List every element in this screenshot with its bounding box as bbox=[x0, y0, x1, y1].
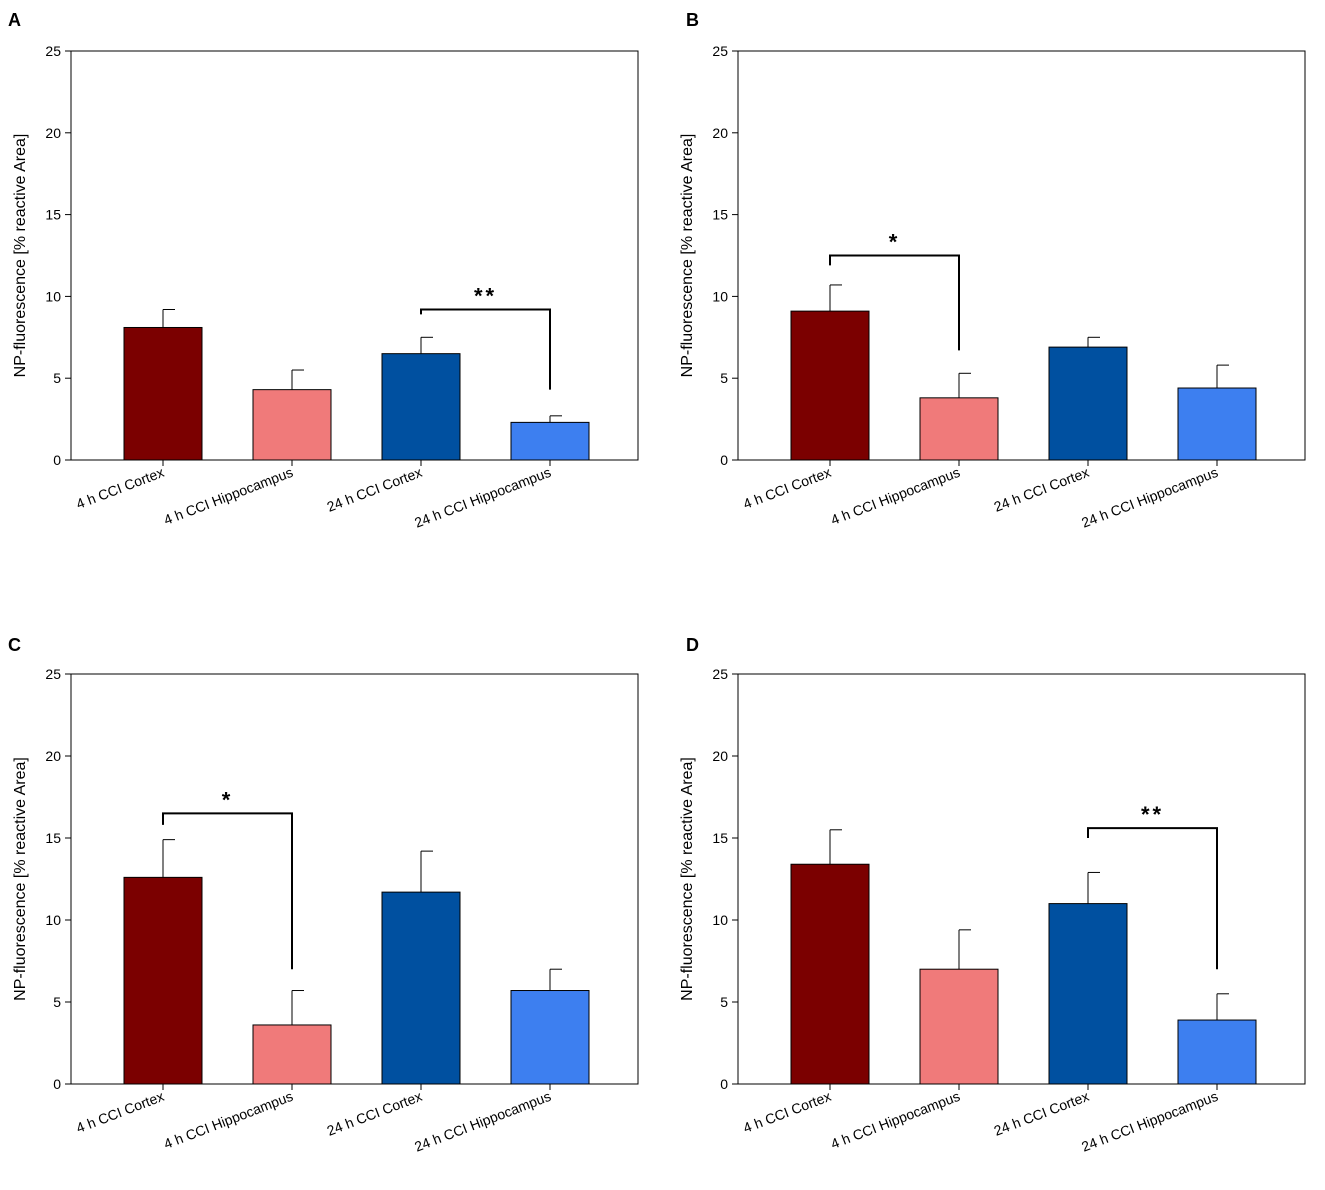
bar bbox=[919, 968, 999, 1085]
y-axis-label: NP-fluorescence [% reactive Area] bbox=[679, 757, 696, 1001]
x-tick-label: 4 h CCI Hippocampus bbox=[828, 464, 962, 528]
x-tick-label: 4 h CCI Cortex bbox=[74, 464, 166, 512]
bar-chart-a: 0 5 10 15 20 25 NP-fluorescence [% reactive Ar… bbox=[12, 43, 639, 531]
x-tick-label: 4 h CCI Cortex bbox=[741, 1088, 833, 1136]
y-tick-label: 10 bbox=[712, 912, 728, 928]
chart-panel-a: A 0 5 10 15 20 25 NP-fluorescence [% reactive … bbox=[0, 0, 662, 595]
plot-frame bbox=[70, 50, 639, 461]
bar bbox=[381, 891, 461, 1085]
bar bbox=[252, 1024, 332, 1085]
plot-frame bbox=[737, 673, 1306, 1085]
y-tick-label: 15 bbox=[712, 207, 728, 223]
y-tick-label: 15 bbox=[45, 207, 61, 223]
chart-panel-b: B 0 5 10 15 20 25 NP-fluorescence [% reactive … bbox=[663, 0, 1325, 595]
bar bbox=[790, 863, 870, 1085]
y-tick-label: 0 bbox=[53, 452, 61, 468]
significance-marker: * bbox=[889, 230, 901, 255]
significance-bracket bbox=[1087, 827, 1218, 970]
panel-label-b: B bbox=[686, 10, 699, 30]
x-tick-label: 4 h CCI Hippocampus bbox=[161, 1088, 295, 1152]
x-tick-label: 4 h CCI Hippocampus bbox=[828, 1088, 962, 1152]
x-tick-label: 4 h CCI Hippocampus bbox=[161, 464, 295, 528]
significance-bracket bbox=[162, 812, 293, 970]
panel-label-d: D bbox=[686, 635, 699, 655]
x-tick-label: 24 h CCI Cortex bbox=[325, 1088, 424, 1139]
x-tick-label: 24 h CCI Hippocampus bbox=[412, 1088, 553, 1155]
bar-chart-d: 0 5 10 15 20 25 NP-fluorescence [% reactive Ar… bbox=[679, 666, 1306, 1155]
bar bbox=[1048, 903, 1128, 1085]
y-tick-label: 25 bbox=[712, 43, 728, 59]
bar bbox=[252, 389, 332, 461]
bar bbox=[1177, 1019, 1257, 1085]
y-axis-label: NP-fluorescence [% reactive Area] bbox=[12, 134, 29, 378]
plot-frame bbox=[70, 673, 639, 1085]
panel-label-c: C bbox=[8, 635, 21, 655]
y-tick-label: 25 bbox=[45, 43, 61, 59]
x-tick-label: 24 h CCI Cortex bbox=[325, 464, 424, 515]
chart-panel-c: C 0 5 10 15 20 25 NP-fluorescence [% reactive … bbox=[0, 595, 662, 1190]
y-axis-label: NP-fluorescence [% reactive Area] bbox=[679, 134, 696, 378]
chart-panel-d: D 0 5 10 15 20 25 NP-fluorescence [% reactive … bbox=[663, 595, 1325, 1190]
bar bbox=[919, 397, 999, 461]
y-tick-label: 15 bbox=[45, 830, 61, 846]
x-tick-label: 24 h CCI Cortex bbox=[992, 1088, 1091, 1139]
x-tick-label: 24 h CCI Hippocampus bbox=[1079, 1088, 1220, 1155]
y-tick-label: 25 bbox=[45, 666, 61, 682]
x-tick-label: 4 h CCI Cortex bbox=[74, 1088, 166, 1136]
x-tick-label: 4 h CCI Cortex bbox=[741, 464, 833, 512]
bar-chart-c: 0 5 10 15 20 25 NP-fluorescence [% reactive Ar… bbox=[12, 666, 639, 1155]
y-tick-label: 5 bbox=[720, 994, 728, 1010]
y-tick-label: 20 bbox=[45, 125, 61, 141]
y-tick-label: 10 bbox=[45, 288, 61, 304]
y-tick-label: 0 bbox=[720, 1076, 728, 1092]
y-tick-label: 0 bbox=[53, 1076, 61, 1092]
y-tick-label: 20 bbox=[712, 748, 728, 764]
y-tick-label: 5 bbox=[720, 370, 728, 386]
x-tick-label: 24 h CCI Hippocampus bbox=[412, 464, 553, 531]
significance-bracket bbox=[829, 254, 960, 351]
bar-chart-b: 0 5 10 15 20 25 NP-fluorescence [% reactive Ar… bbox=[679, 43, 1306, 531]
y-tick-label: 10 bbox=[712, 288, 728, 304]
bar bbox=[510, 421, 590, 461]
x-tick-label: 24 h CCI Cortex bbox=[992, 464, 1091, 515]
x-tick-label: 24 h CCI Hippocampus bbox=[1079, 464, 1220, 531]
y-tick-label: 5 bbox=[53, 370, 61, 386]
bar bbox=[510, 990, 590, 1085]
significance-marker: ** bbox=[474, 283, 497, 308]
y-tick-label: 20 bbox=[712, 125, 728, 141]
bar bbox=[381, 353, 461, 461]
bar bbox=[790, 310, 870, 461]
y-axis-label: NP-fluorescence [% reactive Area] bbox=[12, 757, 29, 1001]
bar bbox=[1048, 346, 1128, 461]
significance-marker: ** bbox=[1141, 802, 1164, 827]
y-tick-label: 20 bbox=[45, 748, 61, 764]
significance-marker: * bbox=[222, 787, 234, 812]
bar bbox=[123, 326, 203, 461]
y-tick-label: 10 bbox=[45, 912, 61, 928]
significance-bracket bbox=[420, 308, 551, 390]
y-tick-label: 25 bbox=[712, 666, 728, 682]
bar bbox=[123, 876, 203, 1085]
panel-label-a: A bbox=[8, 10, 21, 30]
bar bbox=[1177, 387, 1257, 461]
y-tick-label: 15 bbox=[712, 830, 728, 846]
y-tick-label: 0 bbox=[720, 452, 728, 468]
plot-frame bbox=[737, 50, 1306, 461]
y-tick-label: 5 bbox=[53, 994, 61, 1010]
